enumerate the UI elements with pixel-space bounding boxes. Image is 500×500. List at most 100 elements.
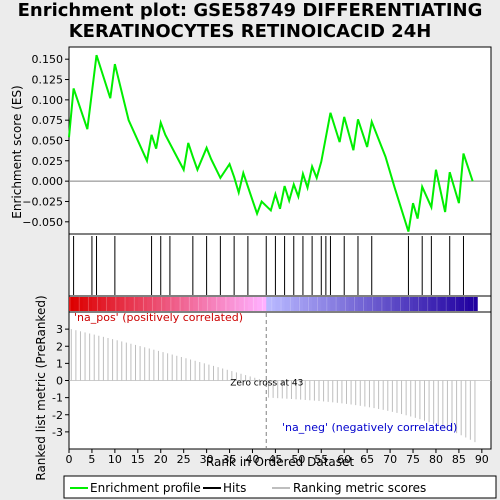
colorbar-cell: [357, 297, 364, 311]
enrichment-profile-line: [68, 54, 474, 232]
colorbar-cell: [151, 297, 157, 311]
colorbar-cell: [463, 297, 469, 311]
es-y-tick-label: −0.025: [22, 195, 63, 208]
colorbar-cell: [316, 297, 322, 311]
x-tick-label: 5: [88, 453, 95, 466]
es-y-tick-label: 0.050: [32, 135, 64, 148]
legend-hits-label: Hits: [223, 481, 246, 495]
colorbar-cell: [215, 297, 221, 311]
x-axis: 0 5 10 15 20 25 30 35 40 45 50 55 60 65 70 75 80 85 90: [66, 449, 489, 466]
es-y-tick-label: 0.125: [32, 74, 64, 87]
x-tick-label: 85: [452, 453, 466, 466]
colorbar-cell: [302, 297, 309, 311]
colorbar-cell: [165, 297, 171, 311]
colorbar-cell: [87, 297, 93, 311]
colorbar-cell: [289, 297, 295, 311]
colorbar-cell: [146, 297, 153, 311]
colorbar-cell: [142, 297, 148, 311]
colorbar-cell: [394, 297, 400, 311]
x-tick-label: 10: [108, 453, 122, 466]
x-tick-label: 80: [429, 453, 443, 466]
colorbar-cell: [192, 297, 198, 311]
positive-correlation-label: 'na_pos' (positively correlated): [74, 311, 243, 324]
colorbar-cell: [399, 297, 405, 311]
x-tick-label: 55: [314, 453, 328, 466]
x-tick-label: 75: [406, 453, 420, 466]
colorbar-cell: [91, 297, 98, 311]
colorbar-cell: [73, 297, 79, 311]
colorbar-cell: [335, 297, 341, 311]
colorbar-cell: [270, 297, 276, 311]
colorbar-cell: [307, 297, 313, 311]
chart-title: Enrichment plot: GSE58749 DIFFERENTIATIN…: [0, 0, 500, 42]
metric-y-tick-label: 2: [56, 340, 63, 353]
colorbar-cell: [422, 297, 428, 311]
colorbar-cell: [82, 297, 88, 311]
colorbar-cell: [133, 297, 139, 311]
metric-y-tick-label: 0: [56, 375, 63, 388]
colorbar-cell: [156, 297, 162, 311]
colorbar-cell: [257, 297, 263, 311]
metric-y-tick-label: 1: [56, 357, 63, 370]
es-y-axis-label: Enrichment score (ES): [10, 85, 24, 218]
colorbar-cell: [211, 297, 217, 311]
legend-ranking-metric-label: Ranking metric scores: [293, 481, 426, 495]
colorbar-cell: [417, 297, 423, 311]
colorbar-cell: [458, 297, 464, 311]
colorbar-cell: [224, 297, 231, 311]
colorbar-cell: [137, 297, 143, 311]
colorbar-cell: [96, 297, 102, 311]
es-y-axis: −0.050 −0.025 0.000 0.025 0.050 0.075 0.100 0.1…: [22, 53, 69, 229]
colorbar-cell: [339, 297, 345, 311]
x-tick-label: 35: [223, 453, 237, 466]
ranking-colorbar: [69, 297, 478, 311]
colorbar-cell: [298, 297, 304, 311]
colorbar-cell: [238, 297, 244, 311]
colorbar-cell: [229, 297, 235, 311]
colorbar-cell: [202, 297, 208, 311]
colorbar-cell: [321, 297, 327, 311]
x-tick-label: 30: [200, 453, 214, 466]
colorbar-cell: [371, 297, 377, 311]
es-y-tick-label: 0.150: [32, 53, 64, 66]
colorbar-cell: [344, 297, 350, 311]
colorbar-cell: [390, 297, 396, 311]
colorbar-cell: [234, 297, 240, 311]
x-tick-label: 0: [66, 453, 73, 466]
x-tick-label: 50: [291, 453, 305, 466]
colorbar-cell: [312, 297, 318, 311]
colorbar-cell: [403, 297, 409, 311]
x-tick-label: 40: [245, 453, 259, 466]
colorbar-cell: [445, 297, 451, 311]
es-y-tick-label: −0.050: [22, 216, 63, 229]
colorbar-cell: [431, 297, 437, 311]
colorbar-cell: [183, 297, 189, 311]
colorbar-cell: [284, 297, 290, 311]
x-tick-label: 60: [337, 453, 351, 466]
colorbar-cell: [128, 297, 134, 311]
colorbar-cell: [367, 297, 373, 311]
colorbar-cell: [454, 297, 460, 311]
colorbar-cell: [101, 297, 107, 311]
x-tick-label: 90: [475, 453, 489, 466]
colorbar-cell: [275, 297, 281, 311]
es-y-tick-label: 0.000: [32, 175, 64, 188]
colorbar-cell: [330, 297, 336, 311]
colorbar-cell: [110, 297, 116, 311]
colorbar-cell: [197, 297, 203, 311]
colorbar-cell: [440, 297, 446, 311]
colorbar-cell: [426, 297, 432, 311]
negative-correlation-label: 'na_neg' (negatively correlated): [282, 421, 457, 434]
colorbar-cell: [362, 297, 368, 311]
colorbar-cell: [435, 297, 442, 311]
colorbar-cell: [160, 297, 166, 311]
colorbar-cell: [266, 297, 272, 311]
chart-title-line-1: Enrichment plot: GSE58749 DIFFERENTIATIN…: [17, 0, 483, 21]
x-tick-label: 70: [383, 453, 397, 466]
x-tick-label: 65: [360, 453, 374, 466]
chart-title-line-2: KERATINOCYTES RETINOICACID 24H: [68, 21, 432, 42]
metric-y-tick-label: -2: [52, 409, 63, 422]
colorbar-cell: [119, 297, 125, 311]
x-tick-label: 45: [268, 453, 282, 466]
